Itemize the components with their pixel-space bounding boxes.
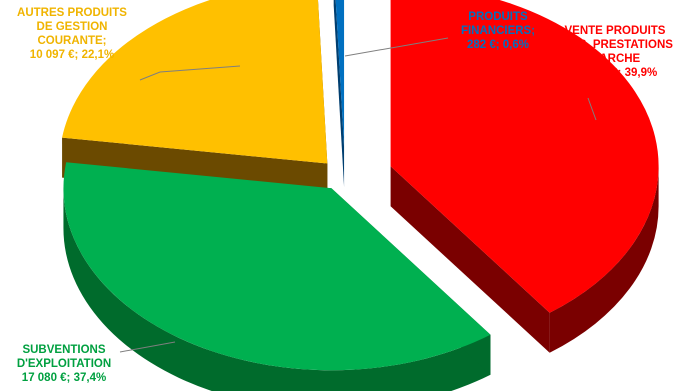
slice-subventions [63, 162, 491, 371]
leader-line-subventions [119, 341, 176, 353]
slice-vente-produits-cut-end [390, 166, 550, 353]
slice-subventions-side [63, 188, 491, 391]
label-produits-financiers: PRODUITS FINANCIERS; 282 €; 0,6% [460, 11, 536, 51]
leader-line-produits-financiers [344, 37, 449, 57]
label-vente-produits: VENTE PRODUITS FINIS, PRESTATIONS MARCHE… [557, 25, 673, 79]
slice-vente-produits-side [549, 166, 659, 353]
label-subventions: SUBVENTIONS D'EXPLOITATION 17 080 €; 37,… [16, 344, 112, 384]
slice-autres-produits [62, 0, 328, 164]
leader-line-vente-produits [587, 97, 597, 121]
leader-line-autres-produits [139, 65, 241, 81]
slice-produits-financiers-cut-start [333, 0, 345, 188]
slice-vente-produits [390, 0, 659, 313]
label-autres-produits: AUTRES PRODUITS DE GESTION COURANTE; 10 … [17, 7, 127, 61]
slice-produits-financiers [335, 0, 345, 148]
